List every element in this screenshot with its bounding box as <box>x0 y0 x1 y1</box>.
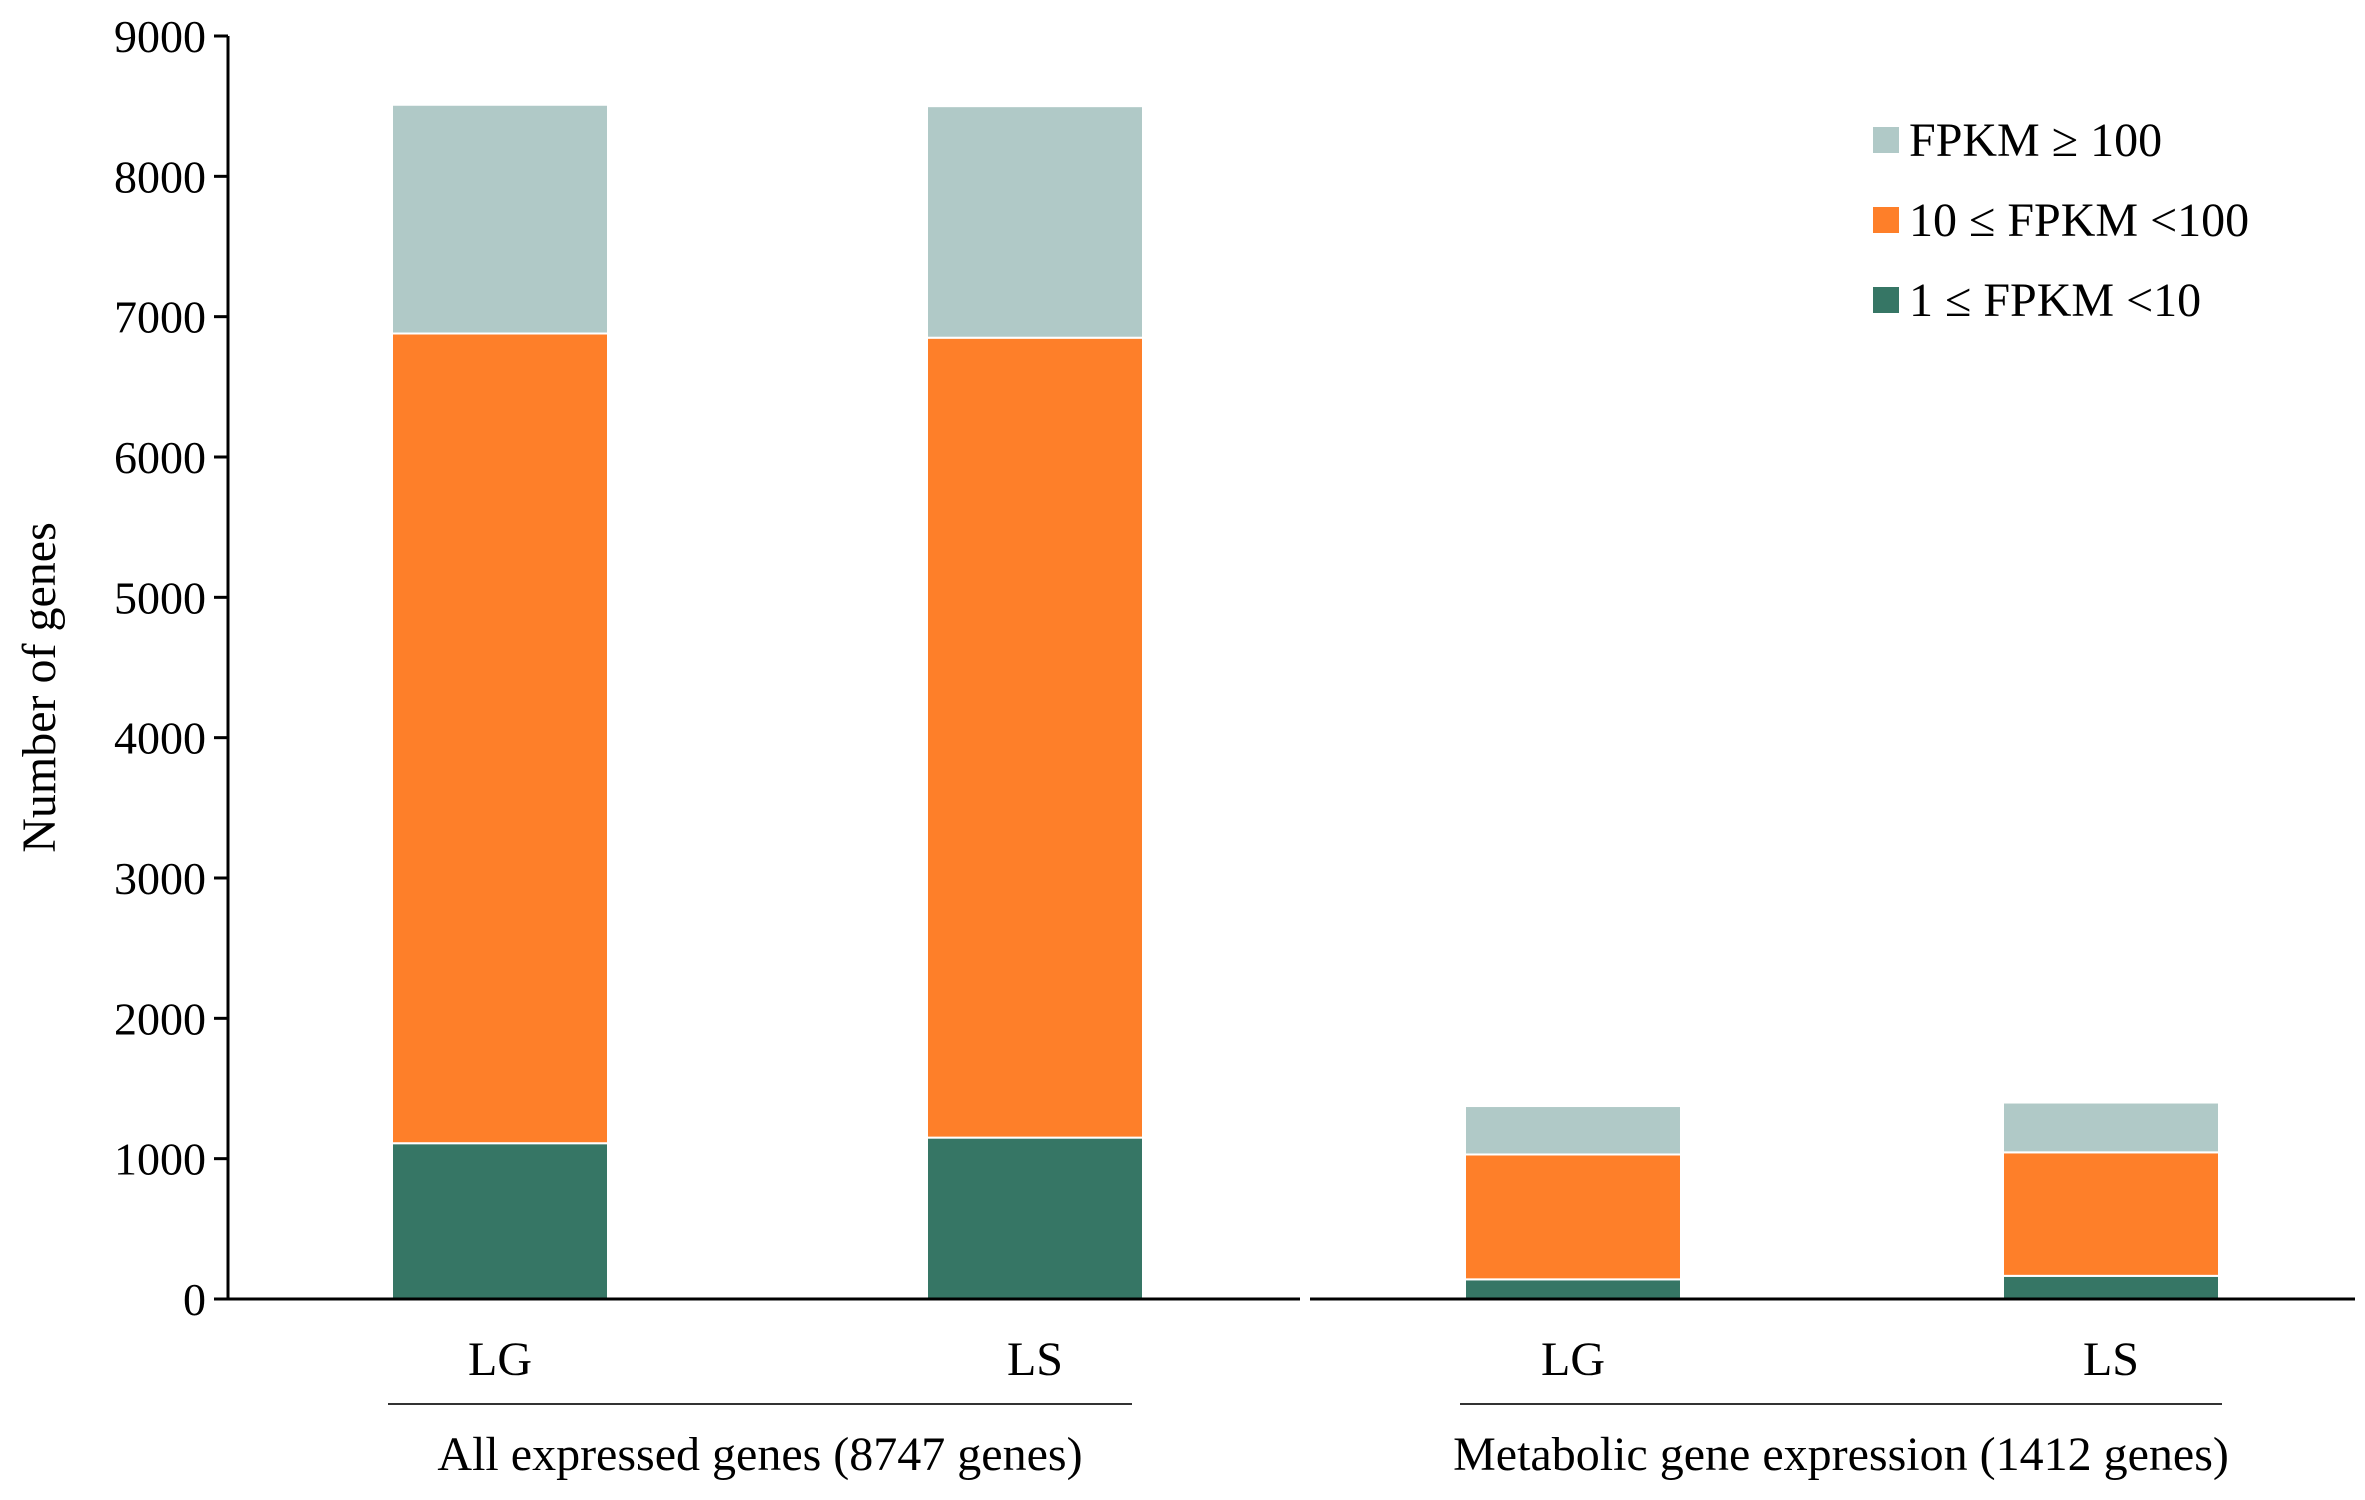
axes-layer <box>216 36 2355 1301</box>
group-label: Metabolic gene expression (1412 genes) <box>1453 1428 2229 1481</box>
bar-segment-1-1 <box>926 336 1144 1139</box>
bar-segment-2-2 <box>1464 1105 1682 1156</box>
bar-segment-0-1 <box>391 332 609 1145</box>
legend-label: 1 ≤ FPKM <10 <box>1909 274 2201 327</box>
bar-segment-2-1 <box>1464 1153 1682 1281</box>
legend-swatch <box>1873 127 1899 153</box>
y-tick-label: 5000 <box>114 572 206 623</box>
bar-segment-2-0 <box>1464 1278 1682 1301</box>
legend: FPKM ≥ 100 10 ≤ FPKM <100 1 ≤ FPKM <10 <box>1873 114 2249 327</box>
category-label: LS <box>1007 1333 1063 1386</box>
y-tick-label: 3000 <box>114 853 206 904</box>
bar-segment-0-2 <box>391 103 609 335</box>
y-axis-label: Number of genes <box>13 522 66 853</box>
bars-layer <box>391 103 2220 1301</box>
y-tick-label: 6000 <box>114 432 206 483</box>
legend-swatch <box>1873 207 1899 233</box>
y-tick-label: 7000 <box>114 292 206 343</box>
y-tick-label: 9000 <box>114 11 206 62</box>
legend-swatch <box>1873 287 1899 313</box>
bar-segment-1-0 <box>926 1136 1144 1301</box>
y-ticks: 0 1000 2000 3000 4000 5000 6000 7000 8000 9000 <box>114 11 228 1325</box>
bar-segment-0-0 <box>391 1142 609 1300</box>
category-label: LG <box>468 1333 532 1386</box>
legend-label: 10 ≤ FPKM <100 <box>1909 194 2249 247</box>
y-tick-label: 8000 <box>114 151 206 202</box>
bar-segment-3-2 <box>2002 1101 2220 1154</box>
y-tick-label: 0 <box>183 1274 206 1325</box>
bar-segment-3-1 <box>2002 1151 2220 1277</box>
category-labels: LG LS LG LS <box>468 1333 2139 1386</box>
y-tick-label: 4000 <box>114 713 206 764</box>
bar-segment-3-0 <box>2002 1274 2220 1300</box>
bar-segment-1-2 <box>926 105 1144 339</box>
group-label: All expressed genes (8747 genes) <box>437 1428 1082 1481</box>
legend-label: FPKM ≥ 100 <box>1909 114 2162 167</box>
y-tick-label: 2000 <box>114 993 206 1044</box>
category-label: LS <box>2083 1333 2139 1386</box>
group-labels: All expressed genes (8747 genes) Metaboli… <box>388 1403 2229 1481</box>
y-tick-label: 1000 <box>114 1134 206 1185</box>
category-label: LG <box>1541 1333 1605 1386</box>
